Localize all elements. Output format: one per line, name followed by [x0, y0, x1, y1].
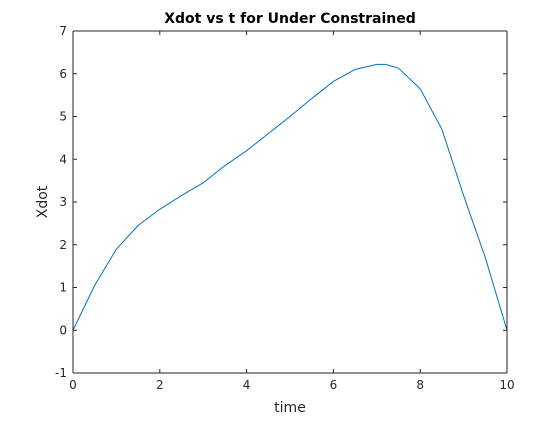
x-tick-label: 6 [330, 378, 338, 392]
plot-area [73, 31, 507, 373]
x-tick-label: 0 [69, 378, 77, 392]
x-tick-label: 2 [156, 378, 164, 392]
y-tick-label: 1 [59, 281, 67, 295]
y-tick-label: 2 [59, 238, 67, 252]
y-tick-label: 0 [59, 323, 67, 337]
y-tick-label: 7 [59, 24, 67, 38]
y-tick-label: 6 [59, 67, 67, 81]
chart-title: Xdot vs t for Under Constrained [164, 11, 416, 27]
y-tick-label: 5 [59, 110, 67, 124]
y-tick-label: -1 [55, 366, 67, 380]
x-tick-label: 4 [243, 378, 251, 392]
x-tick-label: 10 [499, 378, 514, 392]
x-axis-label: time [274, 400, 306, 416]
y-tick-label: 3 [59, 195, 67, 209]
y-axis-label: Xdot [35, 185, 51, 218]
y-tick-label: 4 [59, 152, 67, 166]
x-tick-label: 8 [416, 378, 424, 392]
series-line [72, 63, 508, 331]
